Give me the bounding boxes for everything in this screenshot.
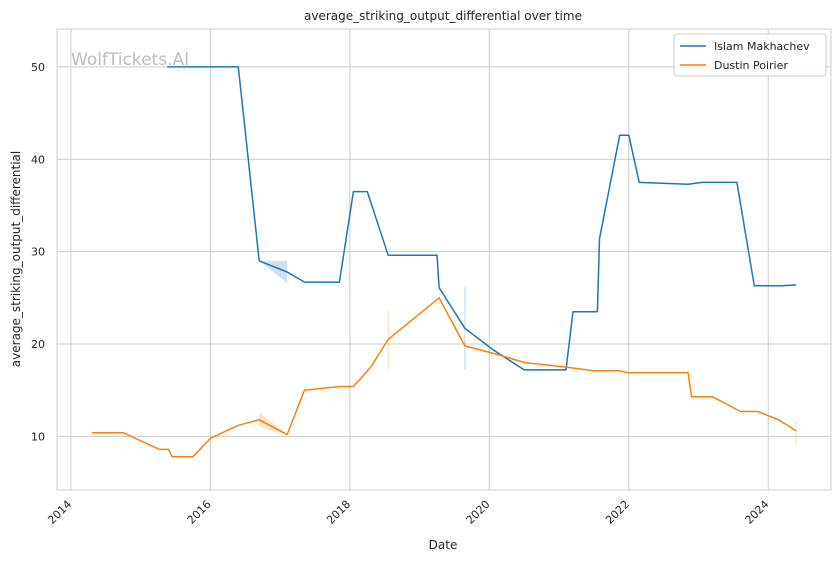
- y-axis-ticks: 10 20 30 40 50: [31, 61, 45, 444]
- x-axis-label: Date: [429, 538, 458, 552]
- y-tick-label: 50: [31, 61, 45, 74]
- y-tick-label: 20: [31, 338, 45, 351]
- watermark: WolfTickets.AI: [71, 50, 189, 70]
- legend-label: Islam Makhachev: [714, 40, 810, 53]
- legend: Islam Makhachev Dustin Poirier: [673, 33, 827, 77]
- confidence-band: [259, 412, 288, 435]
- series-line: [91, 297, 797, 458]
- plot-area: [56, 28, 832, 491]
- series-line: [167, 66, 797, 371]
- y-tick-label: 30: [31, 246, 45, 259]
- y-axis-label: average_striking_output_differential: [9, 151, 23, 367]
- series-lines: [91, 66, 797, 458]
- confidence-band: [259, 260, 288, 284]
- chart-title: average_striking_output_differential ove…: [304, 9, 582, 23]
- y-tick-label: 10: [31, 430, 45, 443]
- legend-label: Dustin Poirier: [714, 59, 788, 72]
- y-tick-label: 40: [31, 153, 45, 166]
- legend-box: [673, 33, 827, 77]
